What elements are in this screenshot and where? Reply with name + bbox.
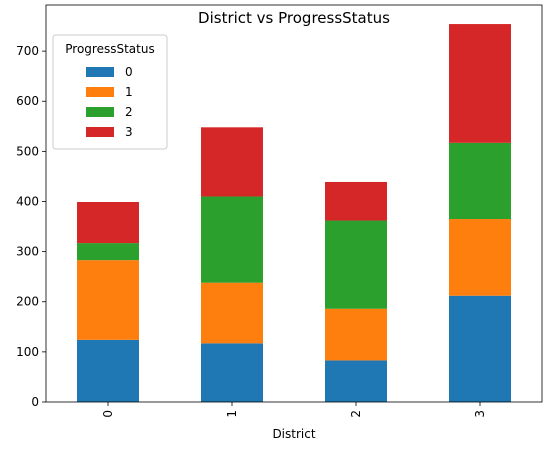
y-axis: 0 100 200 300 400 500 600 700 [16,44,46,409]
x-tick-label: 0 [101,410,115,418]
y-tick-label: 200 [16,295,39,309]
x-tick-label: 1 [225,410,239,418]
legend-label-2: 2 [125,105,133,119]
legend: ProgressStatus 0 1 2 3 [53,35,167,149]
bar-district-0-status-2 [77,243,139,260]
legend-label-1: 1 [125,85,133,99]
bar-district-3-status-3 [449,24,511,143]
bar-district-2-status-2 [325,221,387,309]
legend-swatch-1 [86,87,114,97]
bar-district-3-status-1 [449,219,511,296]
bar-district-0-status-1 [77,260,139,340]
x-tick-label: 3 [473,410,487,418]
x-axis-label: District [272,427,315,441]
legend-label-3: 3 [125,125,133,139]
bar-district-1-status-0 [201,343,263,402]
legend-title: ProgressStatus [65,42,154,56]
bar-district-2-status-3 [325,182,387,221]
y-tick-label: 100 [16,345,39,359]
legend-swatch-3 [86,127,114,137]
y-tick-label: 300 [16,245,39,259]
chart-title: District vs ProgressStatus [198,9,390,27]
y-tick-label: 600 [16,94,39,108]
legend-label-0: 0 [125,65,133,79]
bar-district-0-status-3 [77,202,139,243]
bar-district-1-status-3 [201,127,263,196]
bar-district-2-status-1 [325,309,387,361]
bar-district-3-status-2 [449,143,511,219]
legend-swatch-2 [86,107,114,117]
bar-district-3-status-0 [449,296,511,402]
x-tick-label: 2 [349,410,363,418]
x-axis: 0 1 2 3 [101,402,487,418]
y-tick-label: 700 [16,44,39,58]
y-tick-label: 500 [16,144,39,158]
bar-district-2-status-0 [325,360,387,402]
legend-swatch-0 [86,67,114,77]
bar-district-0-status-0 [77,340,139,402]
y-tick-label: 0 [31,395,39,409]
y-tick-label: 400 [16,194,39,208]
bar-district-1-status-2 [201,196,263,282]
bar-district-1-status-1 [201,283,263,344]
